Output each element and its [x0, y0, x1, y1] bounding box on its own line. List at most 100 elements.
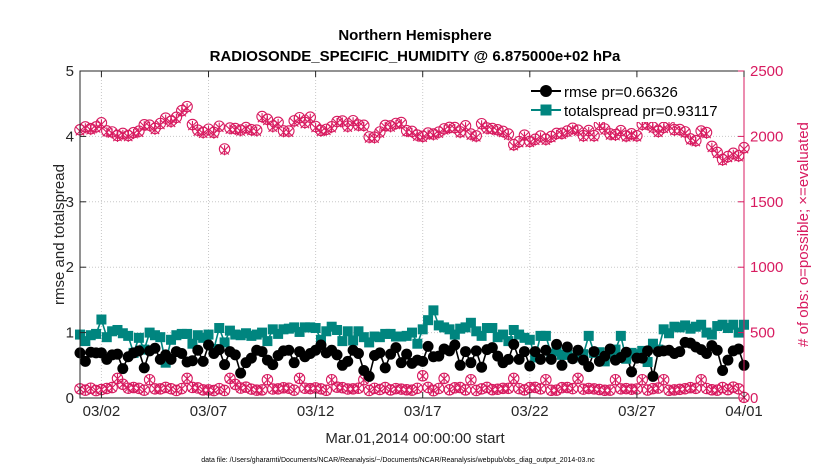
- x-tick-label: 03/12: [297, 403, 335, 420]
- obs-low-evaluated-point: [696, 374, 706, 385]
- obs-low-evaluated-point: [294, 373, 305, 384]
- totalspread-point: [278, 324, 289, 335]
- totalspread-point: [230, 329, 241, 340]
- rmse-point: [572, 344, 584, 356]
- y-left-tick-label: 1: [66, 325, 74, 342]
- rmse-point: [352, 348, 364, 360]
- totalspread-point: [433, 320, 444, 331]
- totalspread-point: [267, 324, 278, 335]
- totalspread-point: [696, 319, 707, 330]
- totalspread-point: [219, 337, 230, 348]
- totalspread-point: [498, 329, 509, 340]
- totalspread-point: [337, 336, 348, 347]
- rmse-point: [486, 342, 498, 354]
- rmse-point: [717, 365, 729, 377]
- rmse-point: [733, 343, 745, 355]
- totalspread-point: [642, 357, 653, 368]
- obs-low-evaluated-point: [734, 383, 744, 395]
- obs-evaluated-point: [166, 117, 176, 128]
- totalspread-point: [342, 326, 353, 337]
- totalspread-point: [235, 330, 246, 341]
- obs-evaluated-point: [734, 152, 744, 163]
- rmse-point: [524, 360, 536, 372]
- totalspread-point: [690, 321, 701, 332]
- rmse-point: [674, 346, 686, 358]
- legend-rmse-label: rmse pr=0.66326: [564, 84, 678, 101]
- totalspread-point: [358, 332, 369, 343]
- totalspread-point: [294, 326, 305, 337]
- totalspread-point: [551, 346, 562, 357]
- y-left-tick-label: 0: [66, 390, 74, 407]
- obs-evaluated-point: [359, 121, 369, 132]
- obs-low-evaluated-point: [434, 383, 444, 394]
- y-axis-left-label: rmse and totalspread: [51, 164, 68, 305]
- obs-evaluated-point: [503, 130, 513, 141]
- legend-spread-marker: [540, 104, 552, 116]
- obs-low-evaluated-point: [418, 370, 428, 382]
- obs-low-evaluated-point: [568, 383, 578, 394]
- totalspread-point: [615, 330, 626, 341]
- totalspread-point: [305, 322, 316, 333]
- totalspread-point: [669, 321, 680, 332]
- totalspread-point: [658, 324, 669, 335]
- totalspread-point: [80, 336, 91, 347]
- obs-low-possible-point: [106, 381, 118, 394]
- obs-low-evaluated-point: [691, 383, 701, 394]
- totalspread-point: [187, 338, 198, 349]
- y-left-tick-label: 5: [66, 63, 74, 80]
- totalspread-point: [701, 327, 712, 338]
- obs-low-evaluated-point: [509, 373, 519, 384]
- totalspread-point: [556, 349, 567, 360]
- totalspread-point: [465, 317, 476, 328]
- rmse-point: [133, 345, 145, 357]
- totalspread-point: [364, 337, 375, 348]
- totalspread-point: [492, 332, 503, 343]
- rmse-point: [331, 349, 343, 361]
- rmse-point: [138, 362, 150, 374]
- rmse-point: [203, 339, 215, 351]
- y-right-tick-label: 1000: [750, 259, 783, 276]
- totalspread-point: [380, 328, 391, 339]
- rmse-point: [513, 353, 525, 365]
- rmse-point: [642, 345, 654, 357]
- totalspread-point: [412, 338, 423, 349]
- totalspread-point: [407, 327, 417, 338]
- totalspread-point: [91, 328, 102, 339]
- obs-low-evaluated-point: [262, 374, 273, 385]
- obs-low-evaluated-point: [412, 383, 422, 394]
- obs-low-possible-point: [320, 384, 333, 397]
- totalspread-point: [166, 334, 177, 345]
- rmse-point: [111, 348, 123, 360]
- totalspread-point: [273, 328, 284, 339]
- obs-low-evaluated-point: [503, 383, 513, 394]
- rmse-point: [79, 355, 91, 367]
- obs-low-evaluated-point: [653, 383, 663, 394]
- totalspread-point: [101, 332, 112, 343]
- obs-low-evaluated-point: [107, 382, 117, 393]
- totalspread-point: [449, 329, 460, 340]
- totalspread-point: [262, 336, 273, 347]
- chart-title: Northern Hemisphere: [338, 27, 491, 44]
- rmse-point: [197, 355, 209, 367]
- obs-evaluated-point: [396, 119, 406, 130]
- obs-low-evaluated-point: [605, 385, 615, 396]
- totalspread-point: [401, 330, 412, 341]
- totalspread-point: [155, 332, 166, 343]
- totalspread-point: [396, 331, 407, 342]
- totalspread-point: [176, 328, 187, 339]
- rmse-point: [540, 344, 552, 356]
- obs-low-evaluated-point: [541, 374, 551, 385]
- totalspread-point: [348, 335, 359, 346]
- totalspread-point: [299, 322, 310, 333]
- obs-evaluated-point: [712, 148, 722, 159]
- obs-low-evaluated-point: [289, 385, 299, 396]
- totalspread-point: [503, 336, 514, 347]
- totalspread-point: [246, 330, 257, 341]
- totalspread-point: [171, 330, 182, 341]
- obs-evaluated-point: [632, 132, 642, 143]
- totalspread-point: [85, 330, 96, 341]
- totalspread-point: [487, 323, 498, 334]
- x-tick-label: 03/22: [511, 403, 549, 420]
- obs-low-evaluated-point: [573, 373, 583, 384]
- legend-box: [529, 78, 741, 122]
